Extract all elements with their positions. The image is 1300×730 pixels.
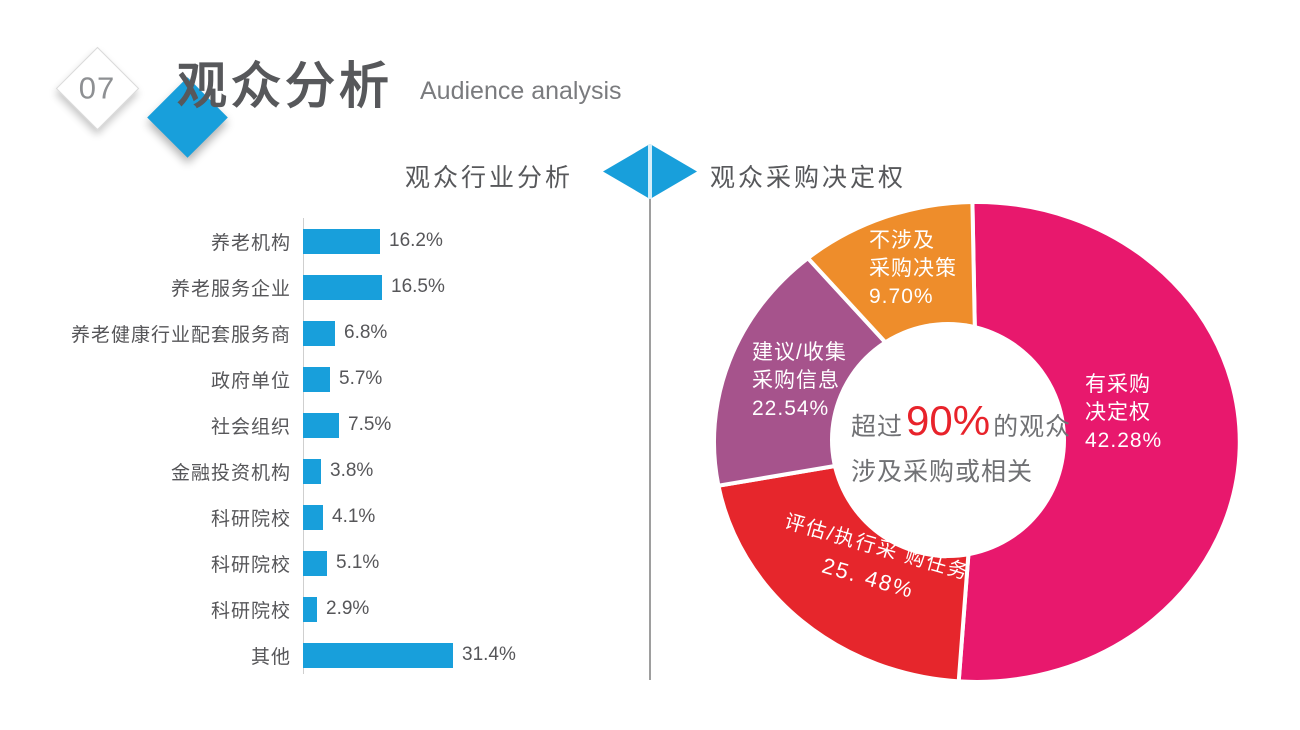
- page-title: 观众分析: [177, 58, 393, 114]
- bar-value-label: 7.5%: [348, 414, 392, 435]
- bar-row: 养老服务企业 16.5%: [0, 264, 620, 310]
- donut-chart-title: 观众采购决定权: [710, 164, 907, 192]
- bar-row: 政府单位 5.7%: [0, 356, 620, 402]
- industry-bar-chart: 养老机构 16.2% 养老服务企业 16.5% 养老健康行业配套服务商 6.8%…: [0, 218, 620, 678]
- bar-fill: [303, 550, 327, 576]
- pie-label-line: 采购决策: [869, 257, 957, 280]
- pie-label-line: 9.70%: [869, 285, 934, 308]
- bar-category-label: 政府单位: [210, 370, 291, 392]
- bar-row: 其他 31.4%: [0, 632, 620, 678]
- bar-fill: [303, 596, 317, 622]
- bar-value-label: 6.8%: [344, 322, 388, 343]
- bar-row: 科研院校 2.9%: [0, 586, 620, 632]
- bar-fill: [303, 366, 330, 392]
- page-subtitle: Audience analysis: [420, 77, 622, 105]
- bar-track: 4.1%: [303, 504, 376, 530]
- pie-label-line: 建议/收集: [752, 341, 847, 364]
- bar-fill: [303, 274, 382, 300]
- bar-row: 养老机构 16.2%: [0, 218, 620, 264]
- bar-chart-title: 观众行业分析: [404, 164, 573, 192]
- bar-value-label: 4.1%: [332, 506, 376, 527]
- bar-fill: [303, 642, 453, 668]
- donut-hole: [830, 322, 1066, 558]
- bar-category-label: 养老健康行业配套服务商: [70, 324, 291, 346]
- pie-label-line: 有采购: [1085, 373, 1151, 396]
- callout-line2: 涉及采购或相关: [851, 458, 1034, 486]
- bar-category-label: 养老服务企业: [170, 278, 291, 300]
- callout-prefix: 超过: [851, 413, 904, 441]
- bar-fill: [303, 458, 321, 484]
- bar-track: 3.8%: [303, 458, 374, 484]
- bar-row: 科研院校 5.1%: [0, 540, 620, 586]
- bar-value-label: 16.2%: [389, 230, 443, 251]
- bar-chart-axis: [303, 218, 304, 674]
- diamond-stripe: [648, 144, 652, 199]
- callout-suffix: 的观众: [993, 413, 1072, 441]
- callout-line1: 超过 90% 的观众: [851, 397, 1071, 445]
- bar-category-label: 其他: [250, 646, 291, 668]
- bar-value-label: 31.4%: [462, 644, 516, 665]
- bar-row: 社会组织 7.5%: [0, 402, 620, 448]
- bar-row: 金融投资机构 3.8%: [0, 448, 620, 494]
- pie-label-line: 22.54%: [752, 397, 830, 420]
- bar-category-label: 科研院校: [210, 508, 291, 530]
- donut-segment-1: [956, 199, 1242, 684]
- bar-fill: [303, 412, 339, 438]
- bar-fill: [303, 504, 323, 530]
- vertical-divider: [649, 199, 651, 680]
- pie-label-not-involved: 不涉及 采购决策 9.70%: [869, 227, 957, 311]
- pie-label-line: 42.28%: [1085, 429, 1163, 452]
- bar-track: 2.9%: [303, 596, 370, 622]
- bar-track: 6.8%: [303, 320, 388, 346]
- bar-category-label: 金融投资机构: [170, 462, 291, 484]
- bar-value-label: 5.1%: [336, 552, 380, 573]
- bar-category-label: 科研院校: [210, 600, 291, 622]
- bar-category-label: 社会组织: [210, 416, 291, 438]
- pie-label-decision-power: 有采购 决定权 42.28%: [1085, 371, 1162, 455]
- pie-label-line: 决定权: [1085, 401, 1151, 424]
- bar-track: 5.7%: [303, 366, 383, 392]
- bar-value-label: 5.7%: [339, 368, 383, 389]
- bar-row: 养老健康行业配套服务商 6.8%: [0, 310, 620, 356]
- bar-track: 16.5%: [303, 274, 445, 300]
- bar-value-label: 3.8%: [330, 460, 374, 481]
- pie-label-line: 采购信息: [752, 369, 840, 392]
- bar-fill: [303, 228, 380, 254]
- bar-track: 16.2%: [303, 228, 443, 254]
- bar-value-label: 2.9%: [326, 598, 370, 619]
- bar-track: 7.5%: [303, 412, 392, 438]
- callout-highlight: 90%: [906, 397, 991, 444]
- bar-category-label: 养老机构: [210, 232, 291, 254]
- bar-category-label: 科研院校: [210, 554, 291, 576]
- bar-track: 31.4%: [303, 642, 516, 668]
- bar-track: 5.1%: [303, 550, 380, 576]
- bar-row: 科研院校 4.1%: [0, 494, 620, 540]
- bar-fill: [303, 320, 335, 346]
- pie-label-collect-info: 建议/收集 采购信息 22.54%: [752, 339, 847, 423]
- donut-center-callout: 超过 90% 的观众 涉及采购或相关: [851, 397, 1071, 488]
- bar-value-label: 16.5%: [391, 276, 445, 297]
- pie-label-line: 不涉及: [869, 229, 935, 252]
